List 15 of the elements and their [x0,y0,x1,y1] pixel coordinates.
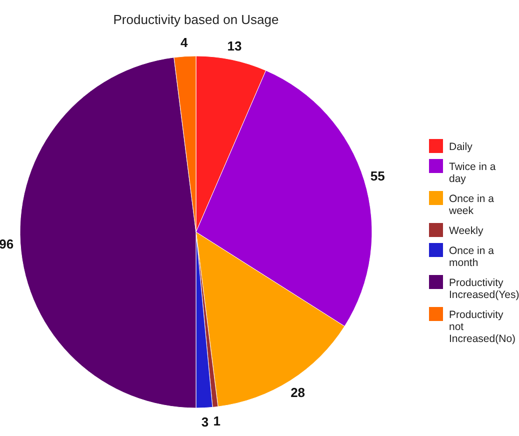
data-label: 96 [0,236,14,252]
legend-label: Once in a week [448,193,494,217]
legend-label: Once in a month [449,245,494,269]
data-label: 55 [370,168,385,184]
legend-label: Daily [449,141,474,153]
data-label: 13 [227,38,242,54]
legend-label: Productivity Increased(Yes) [449,277,519,301]
data-label: 4 [180,34,188,50]
data-label: 3 [201,414,209,430]
legend-label: Productivity not Increased(No) [449,309,516,345]
legend-label: Weekly [449,225,484,237]
data-label: 28 [290,384,306,400]
chart-title: Productivity based on Usage [113,12,279,27]
legend-label: Twice in a day [449,161,496,185]
data-label: 1 [213,413,220,428]
